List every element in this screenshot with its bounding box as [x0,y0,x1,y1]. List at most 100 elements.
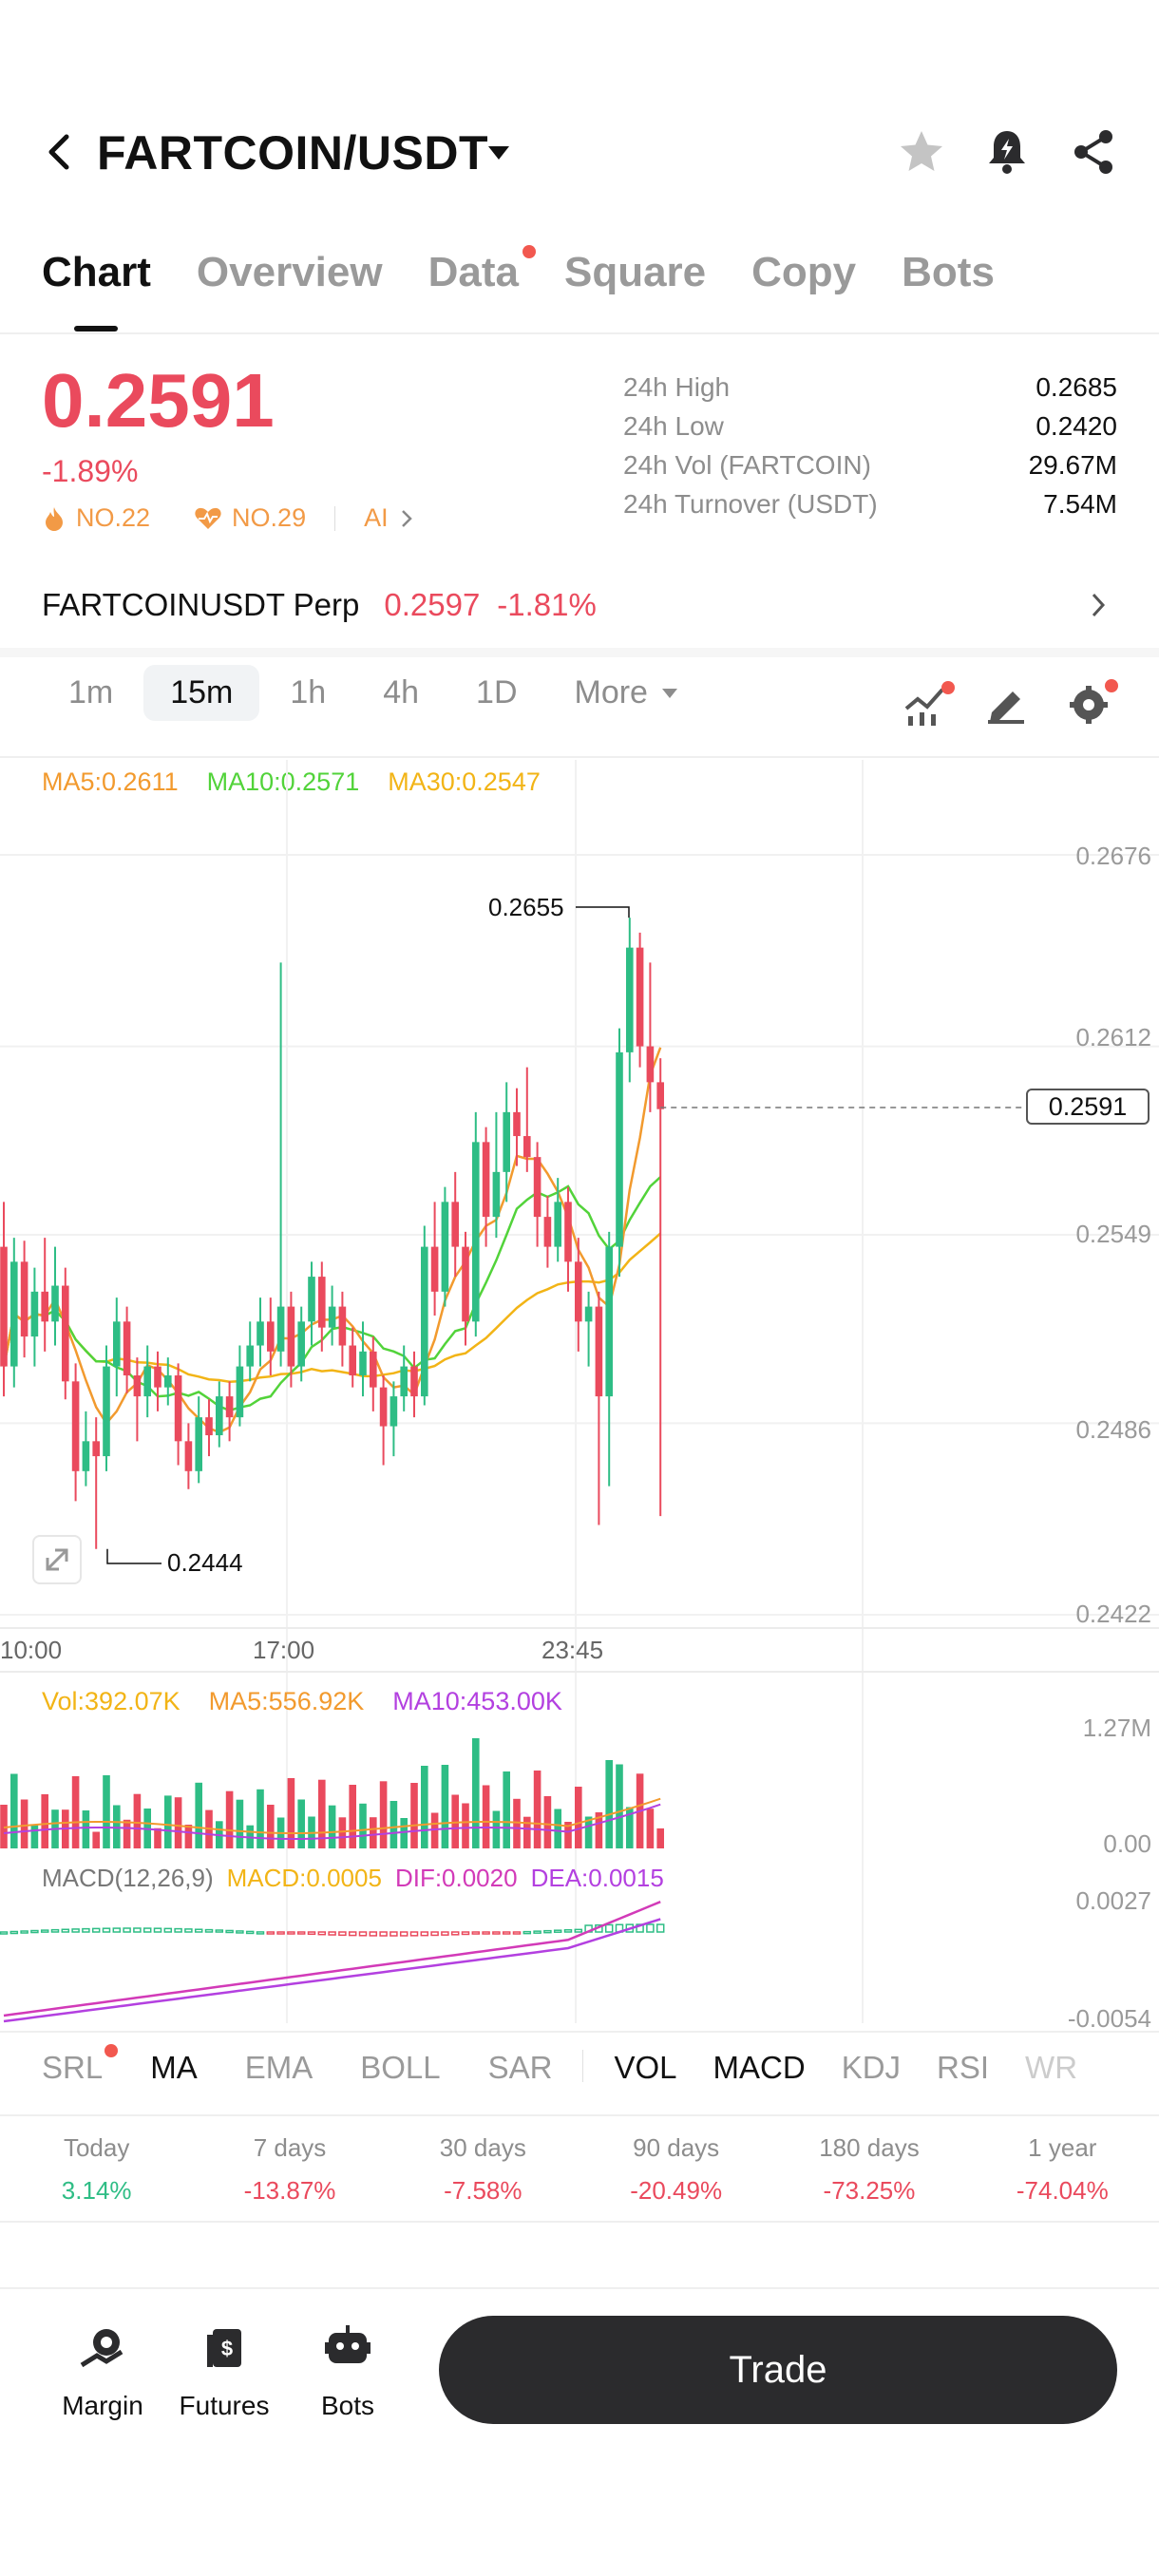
volume-bar [543,1796,552,1848]
robot-icon [325,2325,370,2363]
candle-body [482,1142,490,1218]
indicator-macd[interactable]: MACD [712,2050,806,2085]
tab-copy[interactable]: Copy [751,249,857,295]
separator [582,2050,584,2082]
indicator-wr[interactable]: WR [1025,2050,1078,2085]
perf-item[interactable]: 180 days -73.25% [772,2133,965,2206]
candle-body [400,1366,408,1397]
margin-button[interactable]: Margin [46,2318,160,2421]
macd-histogram-bar [61,1928,70,1933]
perf-item[interactable]: 1 year -74.04% [966,2133,1159,2206]
chevron-right-icon[interactable] [1089,591,1108,619]
candle-body [143,1366,151,1397]
volume-bar [646,1809,655,1848]
bots-label: Bots [320,2391,375,2420]
volume-bar [184,1825,193,1848]
perf-item[interactable]: 7 days -13.87% [193,2133,386,2206]
volume-bar [430,1812,439,1848]
macd-histogram-bar [296,1931,306,1935]
candle-body [51,1285,59,1322]
tab-square[interactable]: Square [563,249,707,295]
indicator-srl[interactable]: SRL [42,2044,119,2086]
divider [0,756,1159,758]
perf-item[interactable]: 90 days -20.49% [580,2133,772,2206]
macd-histogram-bar [102,1927,111,1933]
moving-average-line [2,1047,662,1434]
volume-bar [410,1783,418,1848]
volume-bar [533,1771,542,1848]
volume-bar [318,1779,326,1848]
star-icon[interactable] [895,125,948,179]
trade-button[interactable]: Trade [439,2316,1117,2424]
tab-data[interactable]: Data [428,245,536,296]
macd-histogram-bar [71,1928,80,1933]
macd-histogram-bar [91,1927,101,1933]
indicator-boll[interactable]: BOLL [360,2050,441,2085]
timeframe-1h[interactable]: 1h [290,674,327,710]
indicator-ema[interactable]: EMA [244,2050,314,2085]
volume-bar [133,1793,142,1848]
perf-item[interactable]: 30 days -7.58% [387,2133,580,2206]
volume-bar [400,1818,408,1848]
perp-name: FARTCOINUSDT Perp [42,587,360,622]
volume-bar [575,1787,582,1848]
tab-chart[interactable]: Chart [42,249,151,295]
divider [0,2031,1159,2033]
bell-icon[interactable] [980,125,1034,179]
vol-ma10-label: MA10:453.00K [392,1687,562,1715]
caret-down-icon[interactable] [486,144,511,161]
fullscreen-button[interactable] [32,1535,82,1584]
volume-bar [492,1810,501,1848]
share-icon[interactable] [1068,125,1121,179]
separator [334,505,336,531]
indicator-rsi[interactable]: RSI [937,2050,990,2085]
indicator-kdj[interactable]: KDJ [841,2050,902,2085]
volume-bar [338,1817,347,1848]
macd-histogram-bar [123,1927,131,1933]
candle-body [236,1366,244,1418]
macd-histogram-bar [492,1931,501,1935]
ai-label: AI [364,503,389,532]
tab-overview[interactable]: Overview [196,249,383,295]
rank-row[interactable]: NO.22 NO.29 AI [42,503,415,533]
futures-button[interactable]: $ Futures [167,2318,281,2421]
stat-row: 24h Vol (FARTCOIN) 29.67M [623,450,1117,489]
timeframe-1m[interactable]: 1m [68,674,114,710]
pair-title[interactable]: FARTCOIN/USDT [97,126,489,180]
bots-button[interactable]: Bots [291,2318,405,2421]
ma5-label: MA5:0.2611 [42,767,179,796]
volume-bar [503,1771,510,1848]
draw-pen-icon[interactable] [984,682,1028,726]
macd-histogram-bar [40,1929,49,1933]
candle-body [349,1345,356,1376]
perp-row[interactable]: FARTCOINUSDT Perp 0.2597 -1.81% [42,587,597,623]
macd-histogram-bar [420,1931,429,1937]
timeframe-15m[interactable]: 15m [143,665,260,721]
indicator-ma[interactable]: MA [150,2050,198,2085]
candle-body [390,1396,398,1427]
macd-histogram-bar [50,1928,60,1933]
timeframe-more[interactable]: More [548,665,705,721]
timeframe-4h[interactable]: 4h [383,674,420,710]
macd-histogram-bar [287,1931,295,1935]
back-icon[interactable] [40,131,78,173]
candle-body [379,1387,388,1427]
perf-item[interactable]: Today 3.14% [0,2133,193,2206]
timeframe-1d[interactable]: 1D [476,674,518,710]
indicator-vol[interactable]: VOL [614,2050,677,2085]
candle-body [287,1306,295,1367]
candle-body [216,1396,223,1436]
chevron-right-icon [401,509,412,527]
settings-gear-icon[interactable] [1066,678,1119,728]
macd-histogram-bar [236,1930,244,1934]
more-label: More [574,674,648,710]
rank-hot: NO.22 [76,503,151,532]
volume-bar [349,1785,356,1848]
candle-body [92,1441,100,1457]
candlestick-chart[interactable] [0,760,1159,2028]
indicator-icon[interactable] [902,680,956,728]
candle-body [267,1321,275,1352]
indicator-sar[interactable]: SAR [487,2050,553,2085]
divider [0,332,1159,334]
tab-bots[interactable]: Bots [902,249,995,295]
